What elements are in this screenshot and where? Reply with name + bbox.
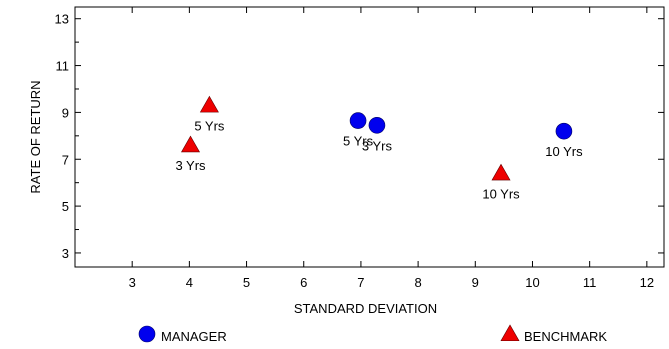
benchmark-legend-marker [500,324,520,342]
x-tick-label: 3 [129,275,136,290]
x-axis-title: STANDARD DEVIATION [294,301,437,316]
y-tick-label: 5 [62,199,69,214]
axes: 3 4 5 6 7 8 9 10 11 12 3 5 7 9 11 13 STANDARD DEVIATION R… [28,6,665,316]
legend: MANAGER BENCHMARK [138,324,607,344]
point-label: 5 Yrs [343,134,374,149]
y-tick-label: 9 [62,105,69,120]
benchmark-point [491,163,511,181]
benchmark-point [180,135,201,153]
x-tick-label: 12 [640,275,654,290]
plot-frame [74,6,665,268]
point-label: 5 Yrs [194,118,225,133]
benchmark-point [199,95,219,113]
point-label: 10 Yrs [545,144,583,159]
x-tick-label: 10 [525,275,539,290]
y-tick-label: 7 [62,152,69,167]
x-tick-label: 9 [472,275,479,290]
manager-point [368,116,386,134]
manager-point [349,112,367,129]
point-label: 3 Yrs [362,138,393,153]
x-tick-label: 5 [243,275,250,290]
y-axis-title: RATE OF RETURN [28,80,43,193]
point-label: 3 Yrs [175,158,206,173]
x-tick-label: 11 [583,275,597,290]
y-tick-label: 13 [55,12,69,27]
y-tick-label: 3 [62,246,69,261]
x-tick-label: 7 [357,275,364,290]
legend-label: BENCHMARK [524,329,607,344]
legend-label: MANAGER [161,329,227,344]
x-tick-label: 6 [300,275,307,290]
x-tick-label: 8 [414,275,421,290]
manager-point [555,122,573,140]
point-label: 10 Yrs [482,186,520,201]
x-tick-label: 4 [186,275,193,290]
y-tick-label: 11 [56,59,70,74]
manager-legend-marker [138,325,156,343]
